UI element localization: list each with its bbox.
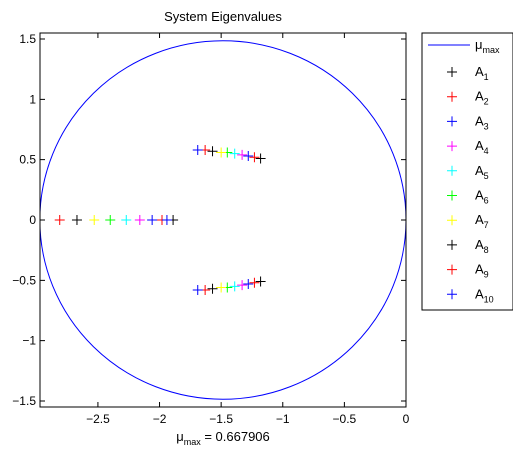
marker-a10-3	[161, 215, 172, 225]
marker-a10-1	[192, 145, 203, 156]
marker-a1-1	[255, 153, 266, 164]
marker-a3-1	[243, 151, 254, 162]
x-axis-label-subscript: max	[184, 437, 202, 447]
marker-a8-3	[71, 215, 82, 225]
legend-marker-a9	[447, 264, 457, 275]
legend-label-a8: A8	[475, 237, 489, 255]
marker-a7-1	[216, 147, 227, 158]
legend-label-a7: A7	[475, 212, 489, 230]
marker-a1-2	[255, 276, 266, 287]
plot-background	[40, 33, 406, 407]
legend-marker-a3	[447, 116, 457, 127]
marker-a9-3	[54, 215, 65, 225]
marker-a2-2	[249, 277, 260, 288]
marker-a5-3	[121, 215, 132, 225]
marker-a5-2	[229, 281, 240, 292]
x-tick-label: −1.5	[209, 412, 233, 426]
legend-label-a2: A2	[475, 89, 489, 107]
marker-layer	[54, 145, 266, 295]
marker-a8-2	[207, 283, 218, 294]
legend-label-mu-max: μmax	[475, 37, 500, 55]
y-tick-label: −1	[22, 334, 36, 348]
marker-a10-2	[192, 284, 203, 295]
y-tick-label: 0	[29, 213, 36, 227]
legend-label-a6: A6	[475, 188, 489, 206]
chart-title: System Eigenvalues	[164, 9, 282, 24]
legend-label-a4: A4	[475, 138, 489, 156]
legend-marker-a1	[447, 67, 457, 77]
y-tick-label: 1	[29, 92, 36, 106]
marker-a6-3	[105, 215, 116, 225]
marker-a4-2	[237, 280, 248, 291]
x-tick-label: −0.5	[333, 412, 357, 426]
legend-label-a1: A1	[475, 64, 489, 82]
y-tick-label: 1.5	[19, 32, 36, 46]
marker-a3-2	[243, 278, 254, 289]
tick-layer: −2.5 −2 −1.5 −1 −0.5 0 −1.5 −1 −0.5 0 0.5 1 1.5	[12, 32, 409, 426]
x-tick-label: −1	[276, 412, 290, 426]
marker-a8-1	[207, 146, 218, 157]
marker-a4-1	[237, 149, 248, 160]
marker-a7-2	[216, 282, 227, 293]
marker-a4-3	[134, 215, 145, 225]
legend-marker-a7	[447, 215, 457, 226]
marker-a5-1	[229, 148, 240, 159]
legend-marker-a2	[447, 91, 457, 102]
x-axis-label-symbol: μ	[176, 429, 184, 444]
legend-marker-a10	[447, 289, 457, 300]
y-tick-label: 0.5	[19, 153, 36, 167]
legend-box	[421, 32, 513, 311]
legend-label-a9: A9	[475, 262, 489, 280]
x-tick-label: 0	[403, 412, 410, 426]
legend-marker-a5	[447, 165, 457, 176]
legend: μmax A1 A2 A3 A4 A5 A6 A7 A8 A9 A10	[421, 32, 513, 311]
x-axis-label-value: = 0.667906	[201, 429, 270, 444]
circle-layer	[40, 40, 406, 400]
legend-marker-a8	[447, 239, 457, 250]
legend-marker-a4	[447, 141, 457, 152]
plot-area: −2.5 −2 −1.5 −1 −0.5 0 −1.5 −1 −0.5 0 0.5 1 1.5	[12, 32, 409, 426]
marker-a7-3	[89, 215, 100, 225]
mu-max-circle	[40, 40, 406, 400]
legend-marker-a6	[447, 190, 457, 201]
x-tick-label: −2.5	[86, 412, 110, 426]
legend-label-a3: A3	[475, 113, 489, 131]
marker-a2-1	[249, 152, 260, 163]
y-tick-label: −0.5	[12, 273, 36, 287]
x-tick-label: −2	[153, 412, 167, 426]
legend-label-a10: A10	[475, 286, 494, 304]
x-axis-label: μmax = 0.667906	[176, 429, 270, 447]
y-tick-label: −1.5	[12, 394, 36, 408]
legend-label-a5: A5	[475, 163, 489, 181]
marker-a3-3	[147, 215, 158, 225]
